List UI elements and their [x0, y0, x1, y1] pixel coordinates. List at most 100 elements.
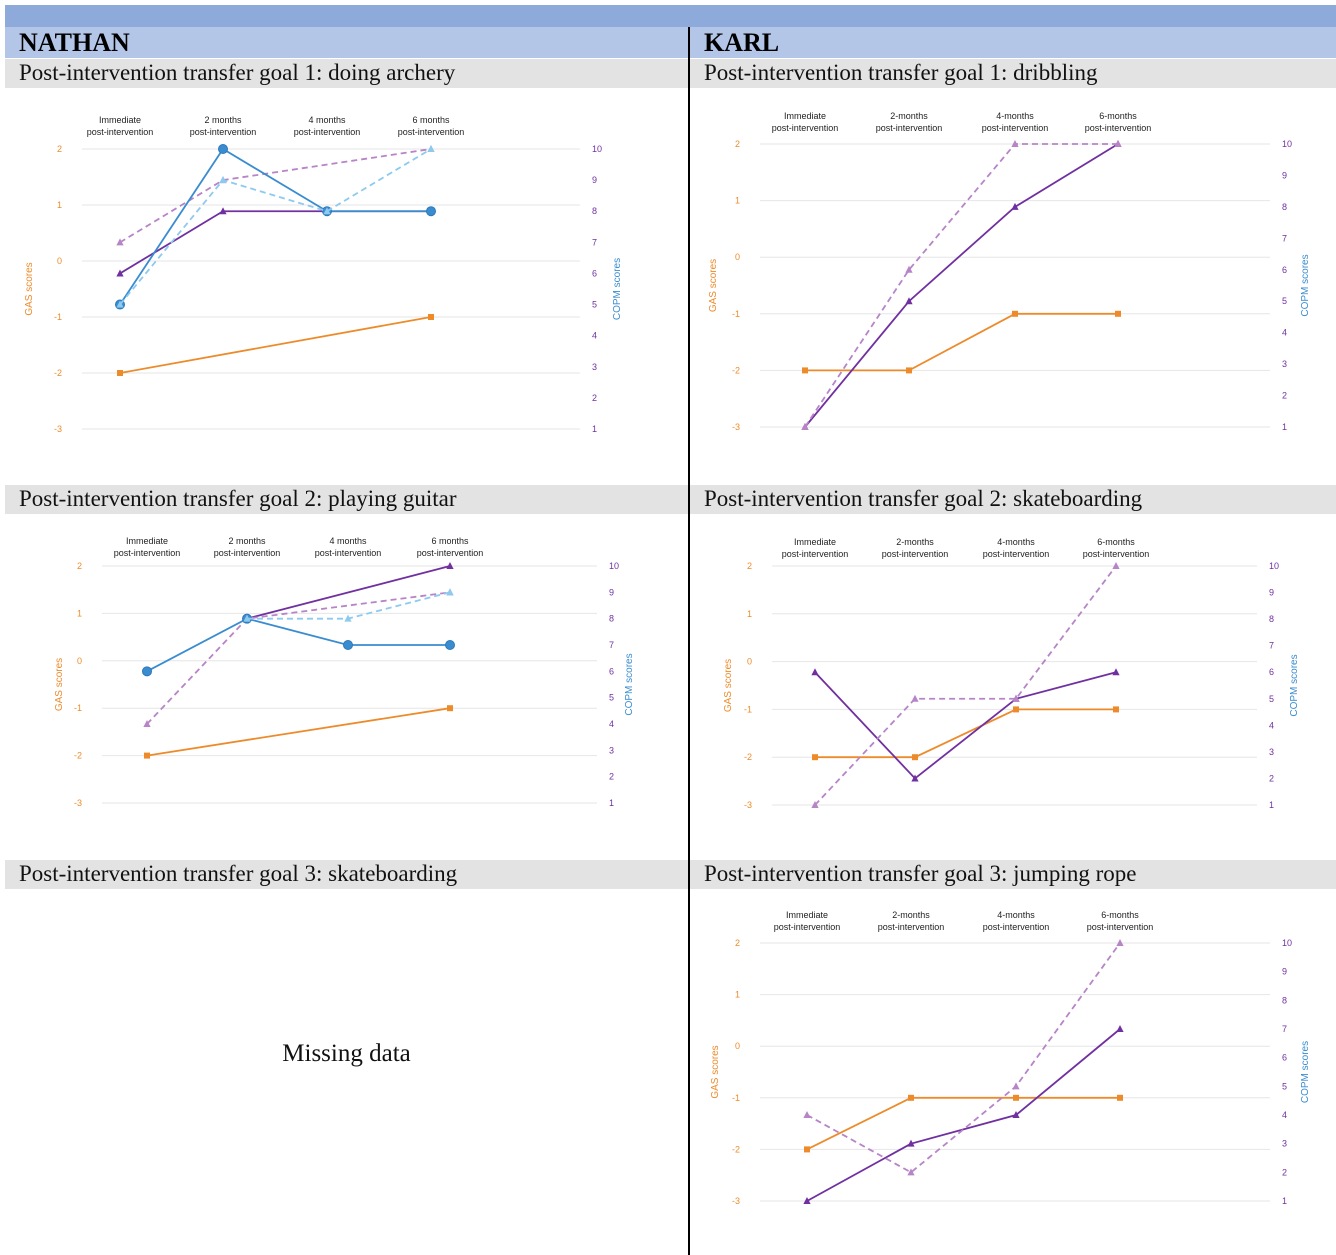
chart-karl-2-y2-tick: 7 — [1269, 641, 1274, 651]
chart-nathan-2-y2-tick: 6 — [609, 666, 614, 676]
chart-karl-3-y-tick: -3 — [732, 1196, 740, 1206]
chart-nathan-1-category-label: 4 months post-intervention — [294, 115, 361, 137]
chart-karl-2-y2-tick: 5 — [1269, 694, 1274, 704]
chart-nathan-2-y-tick: 1 — [77, 608, 82, 618]
chart-karl-2-y2-tick: 9 — [1269, 588, 1274, 598]
chart-nathan-2-point — [243, 614, 251, 622]
chart-karl-2-y2-tick: 3 — [1269, 747, 1274, 757]
chart-nathan-2-category-label: Immediate post-intervention — [114, 536, 181, 558]
chart-nathan-2-point — [446, 588, 454, 596]
chart-karl-1-point — [1011, 202, 1019, 210]
chart-nathan-1-point — [219, 207, 227, 215]
chart-nathan-2-y2-tick: 10 — [609, 561, 619, 571]
chart-karl-2-point — [811, 668, 819, 676]
chart-nathan-1-y2-tick: 5 — [592, 300, 597, 310]
chart-karl-2-point — [911, 774, 919, 782]
chart-karl-1-point — [905, 297, 913, 305]
chart-nathan-1-y-tick: 0 — [57, 256, 62, 266]
chart-karl-2-point — [912, 754, 918, 761]
chart-karl-2-y2-tick: 1 — [1269, 800, 1274, 810]
chart-karl-1-y2-tick: 5 — [1282, 296, 1287, 306]
goal-title-nathan-1: Post-intervention transfer goal 1: doing… — [19, 60, 456, 85]
chart-nathan-1-point — [117, 370, 123, 376]
chart-karl-1-y-tick: -2 — [732, 365, 740, 375]
chart-karl-1-y-tick: -1 — [732, 309, 740, 319]
chart-karl-1-y2-tick: 3 — [1282, 359, 1287, 369]
person-name-karl: KARL — [704, 28, 780, 57]
chart-karl-3-y2-tick: 4 — [1282, 1110, 1287, 1120]
chart-nathan-1-series-line — [119, 316, 432, 374]
chart-nathan-1-y2-tick: 10 — [592, 144, 602, 154]
chart-karl-3-y2-axis-label: COPM scores — [1300, 1041, 1311, 1103]
chart-karl-1-point — [905, 265, 913, 273]
chart-karl-1-point — [1012, 310, 1018, 317]
chart-nathan-2-y2-tick: 1 — [609, 798, 614, 808]
chart-karl-1-category-label: 2-months post-intervention — [876, 111, 943, 133]
chart-karl-3-y2-tick: 1 — [1282, 1196, 1287, 1206]
chart-karl-2-y2-tick: 4 — [1269, 720, 1274, 730]
chart-karl-2-series-line — [814, 565, 1117, 806]
chart-nathan-1-point — [116, 238, 124, 246]
chart-karl-1-series-line — [804, 143, 1119, 428]
chart-karl-1-y-tick: -3 — [732, 422, 740, 432]
chart-karl-1-series-line — [804, 143, 1118, 428]
chart-nathan-2-point — [143, 720, 151, 727]
chart-nathan-2-y2-tick: 8 — [609, 614, 614, 624]
chart-karl-goal-1: -3 -2 -1 0 1 2 1 2 3 4 5 6 7 8 9 10 GAS scores COPM score… — [708, 111, 1311, 432]
chart-karl-2-y-tick: -3 — [744, 800, 752, 810]
chart-karl-3-category-label: Immediate post-intervention — [774, 910, 841, 932]
chart-karl-1-y2-tick: 9 — [1282, 170, 1287, 180]
chart-karl-3-point — [1116, 939, 1124, 946]
missing-data-label: Missing data — [282, 1040, 411, 1067]
chart-nathan-1-category-label: 2 months post-intervention — [190, 115, 257, 137]
chart-nathan-1-category-label: Immediate post-intervention — [87, 115, 154, 137]
chart-nathan-1-y2-tick: 9 — [592, 175, 597, 185]
chart-nathan-1-category-label: 6 months post-intervention — [398, 115, 465, 137]
chart-karl-1-y2-axis-label: COPM scores — [1300, 254, 1311, 316]
chart-nathan-2-y2-tick: 2 — [609, 772, 614, 782]
chart-karl-3-y2-tick: 5 — [1282, 1081, 1287, 1091]
chart-nathan-2-y2-tick: 3 — [609, 745, 614, 755]
chart-karl-3-point — [907, 1168, 915, 1176]
chart-karl-2-y2-tick: 6 — [1269, 667, 1274, 677]
chart-karl-3-point — [1116, 1025, 1124, 1032]
person-header-karl: KARL — [690, 27, 1336, 58]
chart-karl-3-category-label: 2-months post-intervention — [878, 910, 945, 932]
chart-nathan-2-point — [142, 666, 152, 677]
chart-karl-3-y2-tick: 10 — [1282, 938, 1292, 948]
chart-nathan-2-category-label: 2 months post-intervention — [214, 536, 281, 558]
goal-header-nathan-1: Post-intervention transfer goal 1: doing… — [5, 59, 688, 88]
chart-nathan-2-category-label: 4 months post-intervention — [315, 536, 382, 558]
chart-karl-1-point — [1011, 140, 1019, 147]
chart-nathan-1-y-tick: -2 — [54, 368, 62, 378]
chart-nathan-2-y2-tick: 9 — [609, 587, 614, 597]
goal-header-nathan-3: Post-intervention transfer goal 3: skate… — [5, 860, 688, 889]
chart-karl-2-y-tick: 0 — [747, 657, 752, 667]
chart-karl-2-category-label: 2-months post-intervention — [882, 537, 949, 559]
chart-karl-2-point — [1112, 668, 1120, 676]
chart-karl-1-y2-tick: 10 — [1282, 139, 1292, 149]
chart-karl-3-category-label: 4-months post-intervention — [983, 910, 1050, 932]
chart-nathan-1-y2-tick: 6 — [592, 268, 597, 278]
chart-nathan-1-y2-tick: 2 — [592, 393, 597, 403]
chart-karl-1-category-label: Immediate post-intervention — [772, 111, 839, 133]
chart-nathan-1-series-line — [119, 148, 432, 306]
chart-nathan-2-y2-tick: 7 — [609, 640, 614, 650]
chart-karl-3-series-line — [806, 942, 1121, 1174]
chart-karl-2-y-tick: -2 — [744, 752, 752, 762]
chart-karl-3-series-line — [806, 1096, 1120, 1151]
chart-nathan-1-point — [323, 207, 331, 215]
chart-nathan-2-point — [445, 640, 455, 650]
chart-nathan-1-y-tick: 2 — [57, 144, 62, 154]
chart-karl-goal-2: -3 -2 -1 0 1 2 1 2 3 4 5 6 7 8 9 10 GAS scores COPM score… — [723, 537, 1300, 810]
chart-karl-2-y2-axis-label: COPM scores — [1289, 654, 1300, 716]
chart-nathan-2-y-tick: -3 — [74, 798, 82, 808]
chart-karl-1-y2-tick: 2 — [1282, 391, 1287, 401]
chart-nathan-1-point — [116, 269, 124, 277]
chart-karl-3-y2-tick: 9 — [1282, 967, 1287, 977]
chart-nathan-1-point — [116, 300, 124, 308]
chart-karl-3-y2-tick: 3 — [1282, 1139, 1287, 1149]
chart-karl-3-point — [803, 1197, 811, 1204]
chart-nathan-1-y2-tick: 4 — [592, 331, 597, 341]
chart-nathan-1-series-line — [119, 147, 431, 306]
